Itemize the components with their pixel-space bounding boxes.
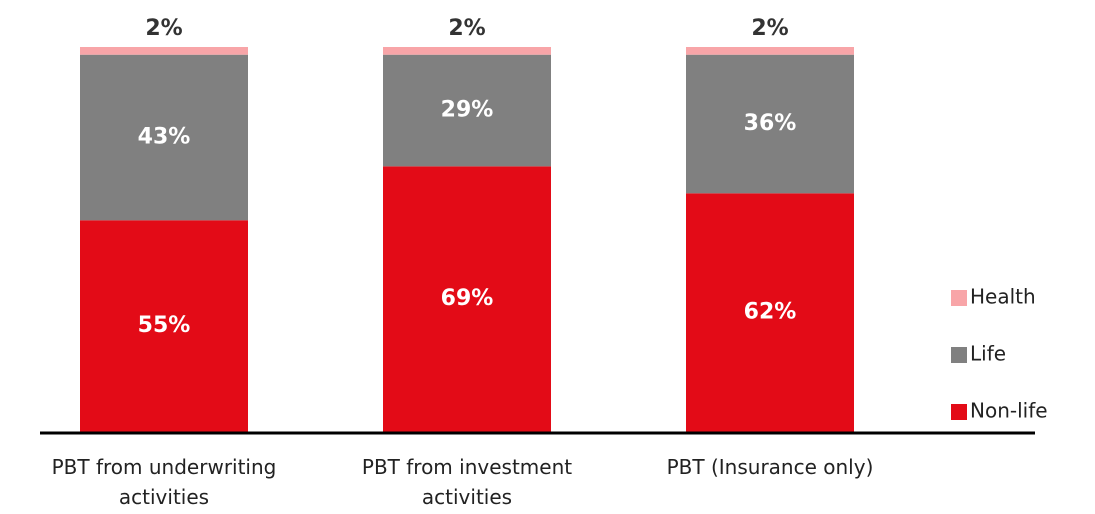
legend-swatch [951,290,967,306]
bar-segment [686,54,854,194]
x-tick-label: PBT from underwriting activities [51,455,277,509]
bar-segment [80,220,248,432]
legend-label: Health [970,285,1036,309]
bar-segment [80,54,248,221]
x-tick-label: PBT from investment activities [361,455,573,509]
legend-label: Life [970,342,1006,366]
data-label: 55% [138,313,191,338]
data-label: 36% [744,111,797,136]
legend-swatch [951,404,967,420]
bar-segment [383,54,551,167]
data-label: 43% [138,124,191,149]
data-label: 2% [751,16,788,41]
bar-segment [383,47,551,55]
data-label: 2% [448,16,485,41]
legend-label: Non-life [970,399,1048,423]
data-label: 62% [744,300,797,325]
bar-segment [686,193,854,432]
bar-segment [383,166,551,432]
legend-swatch [951,347,967,363]
bar-segment [686,47,854,55]
data-label: 29% [441,98,494,123]
data-label: 69% [441,286,494,311]
data-label: 2% [145,16,182,41]
x-tick-label: PBT (Insurance only) [666,455,874,479]
bar-segment [80,47,248,55]
